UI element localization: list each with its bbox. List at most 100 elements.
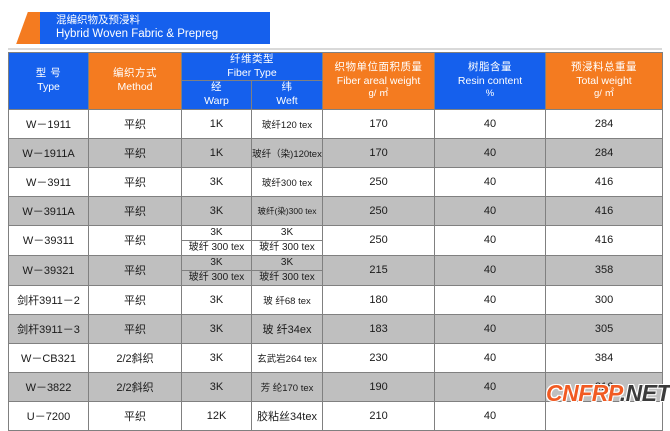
cell-areal-weight: 250: [322, 224, 436, 256]
cell-type: 剑杆3911－3: [8, 313, 89, 344]
cell-warp-material: 玻纤 300 tex: [188, 271, 245, 283]
header-row-2: 经 Warp 纬 Weft: [9, 80, 663, 110]
cell-resin-content: 40: [434, 313, 547, 344]
cell-weft-count: 3K: [252, 256, 323, 271]
cell-resin-content: 40: [434, 166, 547, 197]
table-header: 型 号 Type 编织方式 Method 纤维类型 Fiber Type 织物单…: [8, 51, 664, 110]
header-fiber-type: 纤维类型 Fiber Type: [180, 51, 324, 82]
header-total-weight: 预浸料总重量 Total weight g/ ㎡: [545, 52, 664, 110]
cell-areal-weight: 170: [322, 137, 436, 168]
table-body: W－1911 平织 1K 玻纤120 tex 170 40 284 W－1911A 平织 1K 玻纤…: [8, 108, 664, 431]
cell-method: 平织: [88, 137, 182, 168]
header-total-weight-cn: 预浸料总重量: [571, 60, 638, 73]
cell-warp-material: 玻纤 300 tex: [188, 241, 245, 253]
table-row: W－3911 平织 3K 玻纤300 tex 250 40 416: [8, 166, 664, 197]
banner-bar: [40, 12, 270, 44]
cell-warp-count: 3K: [182, 256, 251, 271]
cell-total-weight: 358: [545, 254, 664, 286]
table-row: 剑杆3911－2 平织 3K 玻 纤68 tex 180 40 300: [8, 284, 664, 315]
cell-total-weight: 284: [545, 137, 664, 168]
cell-areal-weight: 230: [322, 342, 436, 373]
header-divider: [8, 48, 662, 50]
cell-warp: 3K 玻纤 300 tex: [181, 224, 252, 256]
cell-type: W－1911: [8, 108, 89, 139]
table-row: W－3911A 平织 3K 玻纤(染)300 tex 250 40 416: [8, 195, 664, 226]
cell-method: 平织: [88, 284, 182, 315]
site-watermark: CNFRP.NET: [546, 380, 670, 407]
header-method-en: Method: [117, 80, 153, 93]
cell-method: 平织: [88, 166, 182, 197]
header-type-cn: 型 号: [35, 67, 62, 80]
cell-warp: 3K: [181, 284, 252, 315]
cell-total-weight: 416: [545, 195, 664, 226]
cell-resin-content: 40: [434, 137, 547, 168]
cell-warp: 1K: [181, 137, 252, 168]
cell-areal-weight: 215: [322, 254, 436, 286]
cell-total-weight: 300: [545, 284, 664, 315]
cell-weft: 玻纤(染)300 tex: [250, 195, 324, 226]
cell-resin-content: 40: [434, 400, 547, 431]
header-resin-content-unit: %: [485, 88, 495, 100]
cell-areal-weight: 210: [322, 400, 436, 431]
cell-total-weight: 416: [545, 166, 664, 197]
spec-table-container: 型 号 Type 编织方式 Method 纤维类型 Fiber Type 织物单…: [8, 51, 664, 431]
cell-weft: 玻纤300 tex: [250, 166, 324, 197]
cell-weft: 胶粘丝34tex: [250, 400, 324, 431]
header-fiber-type-cn: 纤维类型: [230, 53, 274, 65]
cell-total-weight: 284: [545, 108, 664, 139]
cell-resin-content: 40: [434, 108, 547, 139]
header-areal-weight-unit: g/ ㎡: [368, 88, 389, 100]
table-row: W－CB321 2/2斜织 3K 玄武岩264 tex 230 40 384: [8, 342, 664, 373]
cell-type: U－7200: [8, 400, 89, 431]
table-row: 剑杆3911－3 平织 3K 玻 纤34ex 183 40 305: [8, 313, 664, 344]
header-weft-cn: 纬: [281, 81, 293, 94]
table-row: W－1911A 平织 1K 玻纤（染)120tex 170 40 284: [8, 137, 664, 168]
header-warp-cn: 经: [211, 81, 222, 94]
cell-weft: 芳 纶170 tex: [250, 371, 324, 402]
cell-weft: 玻纤120 tex: [250, 108, 324, 139]
table-row: W－39321 平织 3K 玻纤 300 tex 3K 玻纤 300 tex 215 40 35…: [8, 254, 664, 286]
header-resin-content: 树脂含量 Resin content %: [434, 52, 547, 110]
cell-resin-content: 40: [434, 342, 547, 373]
cell-type: W－1911A: [8, 137, 89, 168]
header-method: 编织方式 Method: [88, 52, 182, 110]
cell-resin-content: 40: [434, 284, 547, 315]
header-method-cn: 编织方式: [113, 67, 157, 80]
header-total-weight-unit: g/ ㎡: [593, 88, 615, 100]
cell-areal-weight: 180: [322, 284, 436, 315]
cell-warp: 3K: [181, 166, 252, 197]
cell-areal-weight: 190: [322, 371, 436, 402]
watermark-tld: .NET: [619, 380, 670, 406]
cell-weft-count: 3K: [252, 226, 323, 241]
cell-type: W－3822: [8, 371, 89, 402]
cell-warp: 3K 玻纤 300 tex: [181, 254, 252, 286]
cell-method: 平织: [88, 195, 182, 226]
cell-total-weight: 416: [545, 224, 664, 256]
spec-table: 型 号 Type 编织方式 Method 纤维类型 Fiber Type 织物单…: [8, 51, 664, 431]
cell-type: W－39321: [8, 254, 89, 286]
header-weft-en: Weft: [276, 94, 298, 107]
cell-areal-weight: 250: [322, 166, 436, 197]
cell-type: W－CB321: [8, 342, 89, 373]
header-type-en: Type: [37, 80, 60, 93]
cell-total-weight: 305: [545, 313, 664, 344]
cell-warp: 12K: [181, 400, 252, 431]
cell-type: 剑杆3911－2: [8, 284, 89, 315]
cell-method: 平织: [88, 400, 182, 431]
cell-areal-weight: 170: [322, 108, 436, 139]
cell-warp: 3K: [181, 371, 252, 402]
cell-resin-content: 40: [434, 195, 547, 226]
cell-type: W－3911A: [8, 195, 89, 226]
cell-warp: 1K: [181, 108, 252, 139]
header-warp-en: Warp: [204, 94, 229, 107]
cell-method: 平织: [88, 108, 182, 139]
cell-areal-weight: 250: [322, 195, 436, 226]
cell-type: W－3911: [8, 166, 89, 197]
banner-title-cn: 混编织物及预浸料: [56, 14, 140, 27]
cell-type: W－39311: [8, 224, 89, 256]
cell-method: 2/2斜织: [88, 371, 182, 402]
cell-warp: 3K: [181, 313, 252, 344]
header-fiber-type-en: Fiber Type: [227, 66, 277, 79]
cell-weft: 玻纤（染)120tex: [250, 137, 324, 168]
cell-warp: 3K: [181, 195, 252, 226]
